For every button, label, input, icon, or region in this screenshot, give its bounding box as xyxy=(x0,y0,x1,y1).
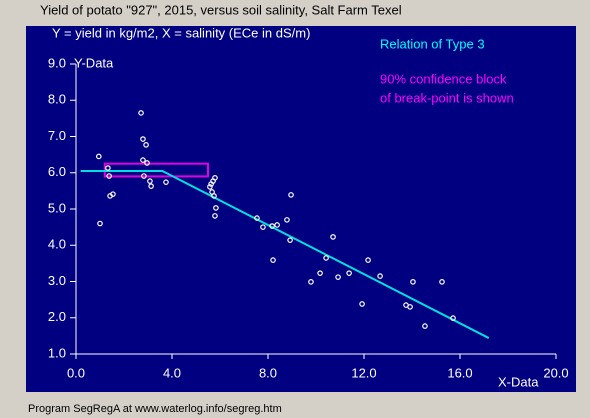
data-point xyxy=(317,270,323,276)
data-point xyxy=(269,223,275,229)
data-point xyxy=(105,165,111,171)
data-point xyxy=(323,255,329,261)
data-point xyxy=(140,157,146,163)
data-point xyxy=(212,175,218,181)
data-point xyxy=(140,136,146,142)
data-point xyxy=(288,192,294,198)
y-tick-label: 3.0 xyxy=(48,273,66,288)
x-tick-label: 0.0 xyxy=(67,365,85,380)
data-point xyxy=(439,279,445,285)
data-point xyxy=(211,193,217,199)
x-tick-label: 20.0 xyxy=(543,365,568,380)
data-point xyxy=(274,222,280,228)
data-point xyxy=(147,178,153,184)
annotation: of break-point is shown xyxy=(380,90,514,105)
data-point xyxy=(335,274,341,280)
data-point xyxy=(212,213,218,219)
y-axis-label: Y-Data xyxy=(74,55,114,70)
x-axis-label: X-Data xyxy=(498,374,539,389)
x-tick-label: 12.0 xyxy=(351,365,376,380)
data-point xyxy=(284,217,290,223)
data-point xyxy=(207,184,213,190)
footer: Program SegRegA at www.waterlog.info/seg… xyxy=(28,403,282,415)
data-point xyxy=(138,110,144,116)
data-point xyxy=(143,142,149,148)
data-point xyxy=(254,215,260,221)
chart-title: Yield of potato "927", 2015, versus soil… xyxy=(40,2,402,17)
data-point xyxy=(163,179,169,185)
y-tick-label: 7.0 xyxy=(48,128,66,143)
data-point xyxy=(422,323,428,329)
data-point xyxy=(287,237,293,243)
data-point xyxy=(106,173,112,179)
data-point xyxy=(97,220,103,227)
data-point xyxy=(260,224,266,230)
data-point xyxy=(148,183,154,189)
y-tick-label: 8.0 xyxy=(48,92,66,107)
data-point xyxy=(270,257,276,263)
y-tick-label: 9.0 xyxy=(48,55,66,70)
plot-panel xyxy=(26,26,576,392)
y-tick-label: 2.0 xyxy=(48,309,66,324)
data-point xyxy=(450,315,456,321)
data-point xyxy=(365,257,371,263)
data-point xyxy=(407,304,413,310)
y-tick-label: 1.0 xyxy=(48,345,66,360)
y-tick-label: 5.0 xyxy=(48,200,66,215)
data-point xyxy=(96,153,102,160)
data-point xyxy=(377,273,383,279)
data-point xyxy=(410,279,416,285)
data-point xyxy=(144,160,150,166)
data-point xyxy=(359,301,365,307)
chart-subtitle: Y = yield in kg/m2, X = salinity (ECe in… xyxy=(52,25,310,40)
y-tick-label: 6.0 xyxy=(48,164,66,179)
data-point xyxy=(308,279,314,285)
data-point xyxy=(330,234,336,240)
x-tick-label: 8.0 xyxy=(259,365,277,380)
annotation: 90% confidence block xyxy=(380,71,507,86)
data-point xyxy=(213,205,219,211)
data-point xyxy=(110,191,116,197)
x-tick-label: 16.0 xyxy=(447,365,472,380)
y-tick-label: 4.0 xyxy=(48,237,66,252)
data-point xyxy=(346,270,352,276)
x-tick-label: 4.0 xyxy=(163,365,181,380)
fit-line xyxy=(80,169,490,339)
data-point xyxy=(141,173,147,179)
annotation: Relation of Type 3 xyxy=(380,36,485,51)
